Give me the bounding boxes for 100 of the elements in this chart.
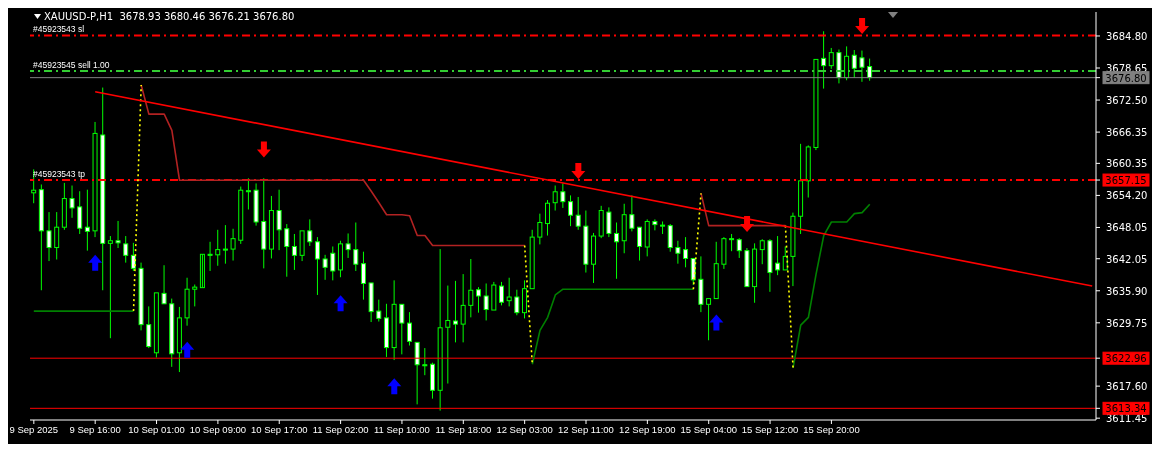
candlestick <box>161 264 167 305</box>
y-tick-label: 3672.50 <box>1106 95 1148 107</box>
candlestick <box>545 199 551 237</box>
x-tick-label: 10 Sep 09:00 <box>189 423 247 435</box>
candlestick <box>100 87 106 291</box>
candlestick <box>652 218 658 231</box>
candlestick <box>383 303 389 358</box>
y-tick-label: 3660.35 <box>1106 158 1148 170</box>
point <box>333 295 348 312</box>
y-tick-label: 3629.75 <box>1106 317 1148 329</box>
x-tick-label: 15 Sep 20:00 <box>803 423 860 435</box>
candlestick <box>522 279 528 319</box>
candlestick <box>828 47 834 70</box>
candlestick <box>399 303 405 355</box>
candlestick <box>660 220 666 235</box>
y-tick-label: 3648.05 <box>1106 222 1148 234</box>
x-tick-label: 10 Sep 17:00 <box>250 423 308 435</box>
candlestick <box>529 229 535 290</box>
candlestick <box>261 177 267 269</box>
candlestick <box>798 143 804 235</box>
candlestick <box>92 121 98 238</box>
point <box>855 18 870 35</box>
ref-line-label: #45923545 sell 1.00 <box>33 59 110 70</box>
candlestick <box>775 235 781 276</box>
candlestick <box>568 194 574 227</box>
point <box>387 378 402 395</box>
candlestick <box>598 205 604 239</box>
candlestick <box>276 189 282 251</box>
candlestick <box>805 144 811 198</box>
candlestick <box>767 238 773 293</box>
point <box>180 341 195 358</box>
y-tick-label: 3684.80 <box>1106 30 1148 42</box>
candlestick <box>537 213 543 245</box>
y-tick-label: 3657.15 <box>1105 175 1147 187</box>
candlestick <box>360 251 366 301</box>
candlestick <box>629 194 635 232</box>
candlestick <box>314 236 320 296</box>
point <box>571 162 586 179</box>
candlestick <box>460 273 466 343</box>
candlestick <box>84 189 90 252</box>
candlestick <box>345 232 351 259</box>
candlestick <box>38 183 44 291</box>
ref-line-label: #45923543 sl <box>33 24 85 35</box>
candlestick <box>499 281 504 306</box>
candlestick <box>391 279 397 361</box>
x-tick-label: 9 Sep 16:00 <box>69 423 121 435</box>
candlestick <box>713 241 719 300</box>
candlestick <box>606 206 612 238</box>
point <box>88 254 103 271</box>
candlestick <box>77 190 83 235</box>
candlestick <box>782 245 788 271</box>
candlestick <box>54 211 60 261</box>
y-tick-label: 3622.96 <box>1105 353 1147 365</box>
candlestick <box>192 284 198 307</box>
candlestick <box>429 362 435 400</box>
x-tick-label: 11 Sep 10:00 <box>374 423 430 435</box>
candlestick <box>706 298 712 341</box>
y-tick-label: 3611.45 <box>1106 413 1148 425</box>
y-tick-label: 3666.35 <box>1106 127 1148 139</box>
y-tick-label: 3617.60 <box>1106 381 1148 393</box>
candlestick <box>514 289 520 316</box>
candlestick <box>614 222 620 280</box>
candlestick <box>184 277 190 327</box>
x-tick-label: 11 Sep 02:00 <box>312 423 369 435</box>
candlestick <box>230 228 236 262</box>
candlestick <box>621 203 627 254</box>
candlestick <box>169 298 175 368</box>
candlestick <box>176 306 182 373</box>
candlestick <box>253 182 259 227</box>
candlestick <box>61 182 67 231</box>
candlestick <box>575 196 581 231</box>
y-tick-label: 3613.34 <box>1105 403 1147 415</box>
candlestick <box>238 186 244 245</box>
candlestick <box>307 218 313 247</box>
candlestick <box>138 262 144 331</box>
candlestick <box>146 305 152 349</box>
candlestick <box>491 281 497 311</box>
candlestick <box>291 233 297 271</box>
candlestick <box>414 341 420 405</box>
candlestick <box>721 236 727 270</box>
candlestick <box>215 229 221 267</box>
candlestick <box>437 248 443 412</box>
candlestick <box>322 254 328 281</box>
candlestick <box>744 247 750 288</box>
candlestick <box>591 232 597 284</box>
candlestick <box>844 45 850 81</box>
candlestick <box>468 258 474 318</box>
x-tick-label: 15 Sep 04:00 <box>680 423 737 435</box>
candlestick <box>222 224 228 265</box>
candlestick <box>506 277 512 307</box>
candlestick <box>475 286 481 314</box>
candlestick <box>813 58 819 151</box>
candlestick <box>69 185 75 219</box>
candlestick <box>667 223 673 253</box>
y-tick-label: 3654.20 <box>1106 190 1148 202</box>
candlestick <box>675 240 681 265</box>
candlestick <box>683 236 689 268</box>
candlestick <box>406 311 412 346</box>
point <box>256 141 271 158</box>
candlestick <box>123 235 129 264</box>
